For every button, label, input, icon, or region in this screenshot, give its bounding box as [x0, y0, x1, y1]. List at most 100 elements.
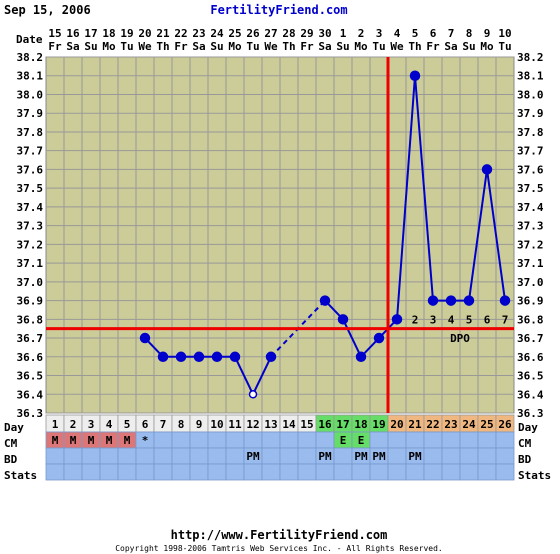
- temp-point: [139, 332, 151, 344]
- date-tick-label: 30: [318, 27, 331, 40]
- day-cell-label: 15: [300, 418, 313, 431]
- temp-line-segment: [396, 75, 416, 320]
- date-tick-label: 22: [174, 27, 187, 40]
- footer-url[interactable]: http://www.FertilityFriend.com: [171, 528, 388, 542]
- temp-point: [337, 314, 349, 325]
- weekday-tick-label: Tu: [246, 40, 259, 53]
- temp-line-segment: [234, 356, 254, 395]
- weekday-tick-label: Tu: [498, 40, 511, 53]
- site-link[interactable]: FertilityFriend.com: [210, 3, 347, 17]
- y-tick-label-right: 36.7: [517, 332, 544, 345]
- weekday-tick-label: Su: [210, 40, 223, 53]
- stats-cell: [297, 463, 317, 481]
- y-tick-label-right: 37.9: [517, 107, 544, 120]
- weekday-tick-label: Tu: [372, 40, 385, 53]
- temp-point: [157, 351, 169, 363]
- temp-point: [319, 295, 331, 306]
- cm-cell: [387, 431, 407, 449]
- weekday-tick-label: Sa: [444, 40, 457, 53]
- cm-cell: [315, 431, 335, 449]
- stats-cell: [63, 463, 83, 481]
- date-tick-label: 10: [498, 27, 511, 40]
- cm-cell: [189, 431, 209, 449]
- y-tick-label-right: 36.5: [517, 370, 544, 383]
- day-cell-label: 6: [142, 418, 149, 431]
- cm-cell-label: M: [52, 434, 59, 447]
- weekday-tick-label: Sa: [66, 40, 79, 53]
- bd-cell: [99, 447, 119, 465]
- temp-point: [481, 164, 493, 175]
- cm-cell-label: E: [340, 434, 347, 447]
- day-cell-label: 23: [444, 418, 457, 431]
- weekday-tick-label: Th: [156, 40, 169, 53]
- y-tick-label-right: 37.2: [517, 238, 544, 251]
- weekday-tick-label: We: [390, 40, 404, 53]
- weekday-tick-label: Fr: [48, 40, 62, 53]
- cm-cell: [405, 431, 425, 449]
- temp-point: [391, 314, 403, 325]
- bd-cell: [423, 447, 443, 465]
- y-tick-label-left: 38.1: [17, 70, 44, 83]
- date-tick-label: 19: [120, 27, 133, 40]
- weekday-tick-label: Fr: [426, 40, 440, 53]
- y-tick-label-right: 37.1: [517, 257, 544, 270]
- stats-cell: [171, 463, 191, 481]
- bd-row-label-right: BD: [518, 453, 532, 466]
- bd-cell-label: PM: [354, 450, 368, 463]
- date-tick-label: 20: [138, 27, 151, 40]
- date-tick-label: 18: [102, 27, 115, 40]
- weekday-tick-label: We: [264, 40, 278, 53]
- y-tick-label-right: 36.4: [517, 388, 544, 401]
- cm-row-label-right: CM: [518, 437, 532, 450]
- temp-point: [463, 295, 475, 306]
- bd-cell: [81, 447, 101, 465]
- stats-row-label-left: Stats: [4, 469, 37, 482]
- cm-cell-label: M: [124, 434, 131, 447]
- cm-row-label-left: CM: [4, 437, 18, 450]
- date-tick-label: 26: [246, 27, 260, 40]
- weekday-tick-label: Mo: [354, 40, 368, 53]
- temp-line-segment: [252, 356, 272, 395]
- day-cell-label: 26: [498, 418, 512, 431]
- cm-cell: [495, 431, 515, 449]
- cm-cell: [477, 431, 497, 449]
- y-tick-label-right: 37.5: [517, 182, 544, 195]
- temp-point: [265, 351, 277, 363]
- date-tick-label: 6: [430, 27, 437, 40]
- y-tick-label-left: 36.7: [17, 332, 44, 345]
- day-row-label-left: Day: [4, 421, 24, 434]
- dpo-label: 6: [484, 313, 491, 326]
- cm-cell: [207, 431, 227, 449]
- y-tick-label-right: 37.8: [517, 126, 544, 139]
- temp-line-segment: [342, 318, 362, 358]
- weekday-tick-label: Mo: [102, 40, 116, 53]
- weekday-tick-label: Sa: [192, 40, 205, 53]
- weekday-tick-label: Su: [84, 40, 97, 53]
- y-tick-label-left: 36.6: [17, 351, 44, 364]
- temp-point: [193, 351, 205, 363]
- y-tick-label-right: 36.3: [517, 407, 544, 420]
- date-tick-label: 8: [466, 27, 473, 40]
- weekday-tick-label: We: [138, 40, 152, 53]
- y-tick-label-right: 38.2: [517, 51, 544, 64]
- y-tick-label-right: 36.6: [517, 351, 544, 364]
- bd-cell: [153, 447, 173, 465]
- y-tick-label-right: 37.4: [517, 201, 544, 214]
- date-tick-label: 25: [228, 27, 241, 40]
- weekday-tick-label: Sa: [318, 40, 331, 53]
- cm-cell-label: M: [106, 434, 113, 447]
- bd-cell: [297, 447, 317, 465]
- cm-cell: [153, 431, 173, 449]
- dpo-title: DPO: [450, 332, 470, 345]
- stats-cell: [153, 463, 173, 481]
- y-tick-label-right: 37.7: [517, 145, 544, 158]
- day-cell-label: 22: [426, 418, 439, 431]
- cm-cell: [369, 431, 389, 449]
- temp-point: [229, 351, 241, 363]
- footer-copyright: Copyright 1998-2006 Tamtris Web Services…: [115, 544, 443, 553]
- temp-point: [409, 70, 421, 81]
- weekday-tick-label: Fr: [174, 40, 188, 53]
- stats-cell: [369, 463, 389, 481]
- dpo-label: 4: [448, 313, 455, 326]
- stats-cell: [279, 463, 299, 481]
